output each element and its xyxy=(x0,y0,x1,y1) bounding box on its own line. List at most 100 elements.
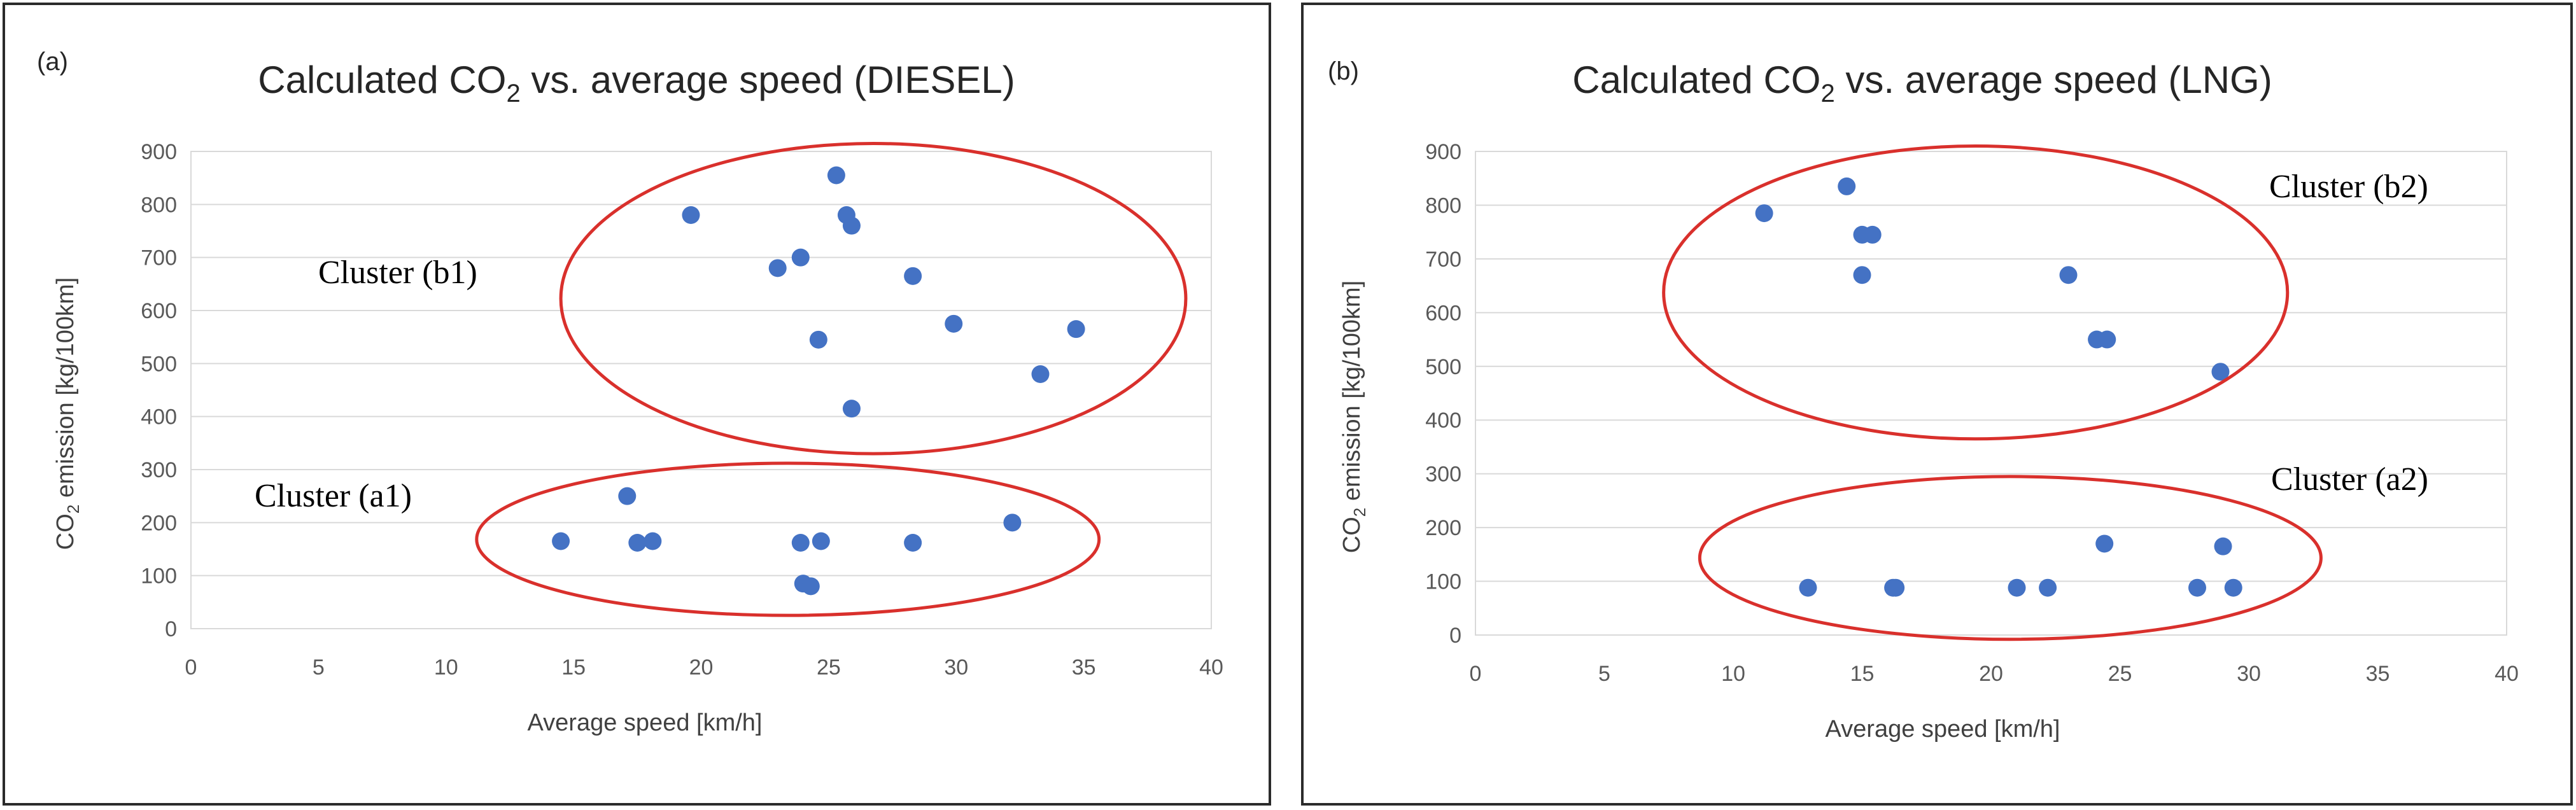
panel-a-data-points xyxy=(552,166,1085,596)
panel-b-y-tick-label: 900 xyxy=(1425,140,1461,164)
panel-a-data-point xyxy=(1003,513,1022,532)
panel-b-x-tick-label: 0 xyxy=(1470,662,1482,686)
panel-a-y-tick-label: 900 xyxy=(141,140,177,164)
panel-a-x-axis: 0 5 10 15 20 25 30 35 40 xyxy=(185,655,1223,680)
panel-b-data-point xyxy=(2059,266,2078,284)
panel-b-x-tick-label: 30 xyxy=(2237,662,2261,686)
panel-a-frame xyxy=(3,3,1271,806)
panel-b-x-tick-label: 5 xyxy=(1598,662,1610,686)
panel-a-data-point xyxy=(628,534,647,552)
panel-a-y-tick-label: 500 xyxy=(141,352,177,376)
panel-a-x-tick-label: 35 xyxy=(1072,655,1096,680)
panel-a-y-tick-label: 600 xyxy=(141,299,177,323)
panel-a-x-tick-label: 20 xyxy=(689,655,714,680)
panel-b-x-tick-label: 35 xyxy=(2366,662,2390,686)
panel-b-y-tick-label: 200 xyxy=(1425,516,1461,540)
cluster-a2-label: Cluster (a2) xyxy=(2271,461,2428,498)
panel-a-x-tick-label: 10 xyxy=(434,655,458,680)
panel-a-data-point xyxy=(809,330,827,349)
panel-b-x-tick-label: 20 xyxy=(1979,662,2003,686)
panel-a-data-point xyxy=(618,487,637,505)
panel-a-data-point xyxy=(1031,365,1050,383)
panel-a-y-tick-label: 0 xyxy=(165,617,177,641)
panel-a-data-point xyxy=(812,532,830,550)
panel-b-data-point xyxy=(1755,204,1773,223)
panel-a-x-axis-title: Average speed [km/h] xyxy=(528,709,763,736)
panel-b: (b) Calculated CO2 vs. average speed (LN… xyxy=(1301,3,2573,806)
panel-b-data-point xyxy=(1838,177,1856,195)
cluster-b2-ellipse xyxy=(1662,144,2290,441)
panel-b-data-point xyxy=(2188,578,2206,597)
panel-a-x-tick-label: 40 xyxy=(1199,655,1223,680)
cluster-a2-ellipse xyxy=(1698,475,2323,641)
panel-a-data-point xyxy=(644,532,662,550)
panel-a-x-tick-label: 15 xyxy=(561,655,586,680)
panel-a-data-point xyxy=(682,206,700,224)
panel-b-frame xyxy=(1301,3,2573,806)
panel-b-data-point xyxy=(2095,534,2114,553)
panel-b-x-tick-label: 15 xyxy=(1850,662,1875,686)
panel-b-data-points xyxy=(1755,177,2242,597)
panel-a-y-tick-label: 100 xyxy=(141,564,177,589)
panel-a-x-tick-label: 0 xyxy=(185,655,197,680)
panel-a-gridlines xyxy=(191,151,1211,629)
panel-a-y-tick-label: 700 xyxy=(141,246,177,270)
panel-a-data-point xyxy=(791,534,810,552)
panel-a-data-point xyxy=(801,577,820,596)
panel-b-y-tick-label: 800 xyxy=(1425,193,1461,218)
cluster-a1-label: Cluster (a1) xyxy=(255,478,412,514)
panel-a-y-tick-label: 300 xyxy=(141,458,177,482)
panel-b-data-point xyxy=(2211,363,2230,381)
panel-b-x-axis-title: Average speed [km/h] xyxy=(1826,716,2060,743)
panel-b-y-tick-label: 600 xyxy=(1425,301,1461,325)
cluster-b2-label: Cluster (b2) xyxy=(2269,169,2428,205)
panel-a-data-point xyxy=(904,267,922,285)
panel-a-y-tick-label: 400 xyxy=(141,405,177,429)
panel-b-data-point xyxy=(1853,266,1871,284)
panel-a-y-tick-label: 200 xyxy=(141,511,177,535)
panel-a-data-point xyxy=(827,166,845,185)
panel-a-data-point xyxy=(791,248,810,267)
panel-a-x-tick-label: 30 xyxy=(944,655,968,680)
panel-b-y-axis: 0 100 200 300 400 500 600 700 800 900 xyxy=(1425,140,1461,648)
panel-b-x-axis: 0 5 10 15 20 25 30 35 40 xyxy=(1470,662,2519,686)
panel-a-x-tick-label: 5 xyxy=(313,655,325,680)
panel-b-data-point xyxy=(1863,225,1882,244)
panel-a-data-point xyxy=(842,216,861,235)
panel-b-x-tick-label: 25 xyxy=(2108,662,2132,686)
panel-b-x-tick-label: 40 xyxy=(2495,662,2519,686)
panel-b-y-tick-label: 300 xyxy=(1425,463,1461,487)
panel-b-data-point xyxy=(1799,578,1817,597)
panel-b-data-point xyxy=(2039,578,2057,597)
panel-b-title: Calculated CO2 vs. average speed (LNG) xyxy=(1572,59,2272,108)
panel-b-cluster-ellipses xyxy=(1662,144,2323,641)
cluster-b1-label: Cluster (b1) xyxy=(318,255,477,291)
panel-a-cluster-ellipses xyxy=(475,142,1188,617)
panel-a-data-point xyxy=(904,534,922,552)
panel-b-y-tick-label: 700 xyxy=(1425,248,1461,272)
panel-a-y-axis-title: CO2 emission [kg/100km] xyxy=(52,277,83,550)
panel-b-y-tick-label: 0 xyxy=(1449,624,1461,648)
panel-a-title: Calculated CO2 vs. average speed (DIESEL… xyxy=(258,59,1015,108)
panel-a-data-point xyxy=(945,314,963,333)
panel-b-label: (b) xyxy=(1328,57,1359,85)
panel-a-y-tick-label: 800 xyxy=(141,193,177,217)
panel-a-y-axis: 0 100 200 300 400 500 600 700 800 900 xyxy=(141,140,177,641)
panel-a-data-point xyxy=(1067,320,1085,339)
panel-a-data-point xyxy=(842,400,861,418)
panel-a-data-point xyxy=(552,532,570,550)
panel-b-data-point xyxy=(2008,578,2026,597)
panel-b-gridlines xyxy=(1475,151,2507,636)
panel-a-x-tick-label: 25 xyxy=(817,655,841,680)
cluster-a1-ellipse xyxy=(475,461,1101,617)
panel-b-data-point xyxy=(2214,537,2232,555)
panel-a: (a) Calculated CO2 vs. average speed (DI… xyxy=(3,3,1271,806)
panel-b-y-tick-label: 400 xyxy=(1425,408,1461,433)
panel-b-x-tick-label: 10 xyxy=(1721,662,1745,686)
panel-b-data-point xyxy=(1887,578,1905,597)
panel-a-label: (a) xyxy=(37,48,68,76)
panel-b-data-point xyxy=(2224,578,2242,597)
panel-b-data-point xyxy=(2098,330,2116,349)
panel-b-y-axis-title: CO2 emission [kg/100km] xyxy=(1339,281,1369,553)
